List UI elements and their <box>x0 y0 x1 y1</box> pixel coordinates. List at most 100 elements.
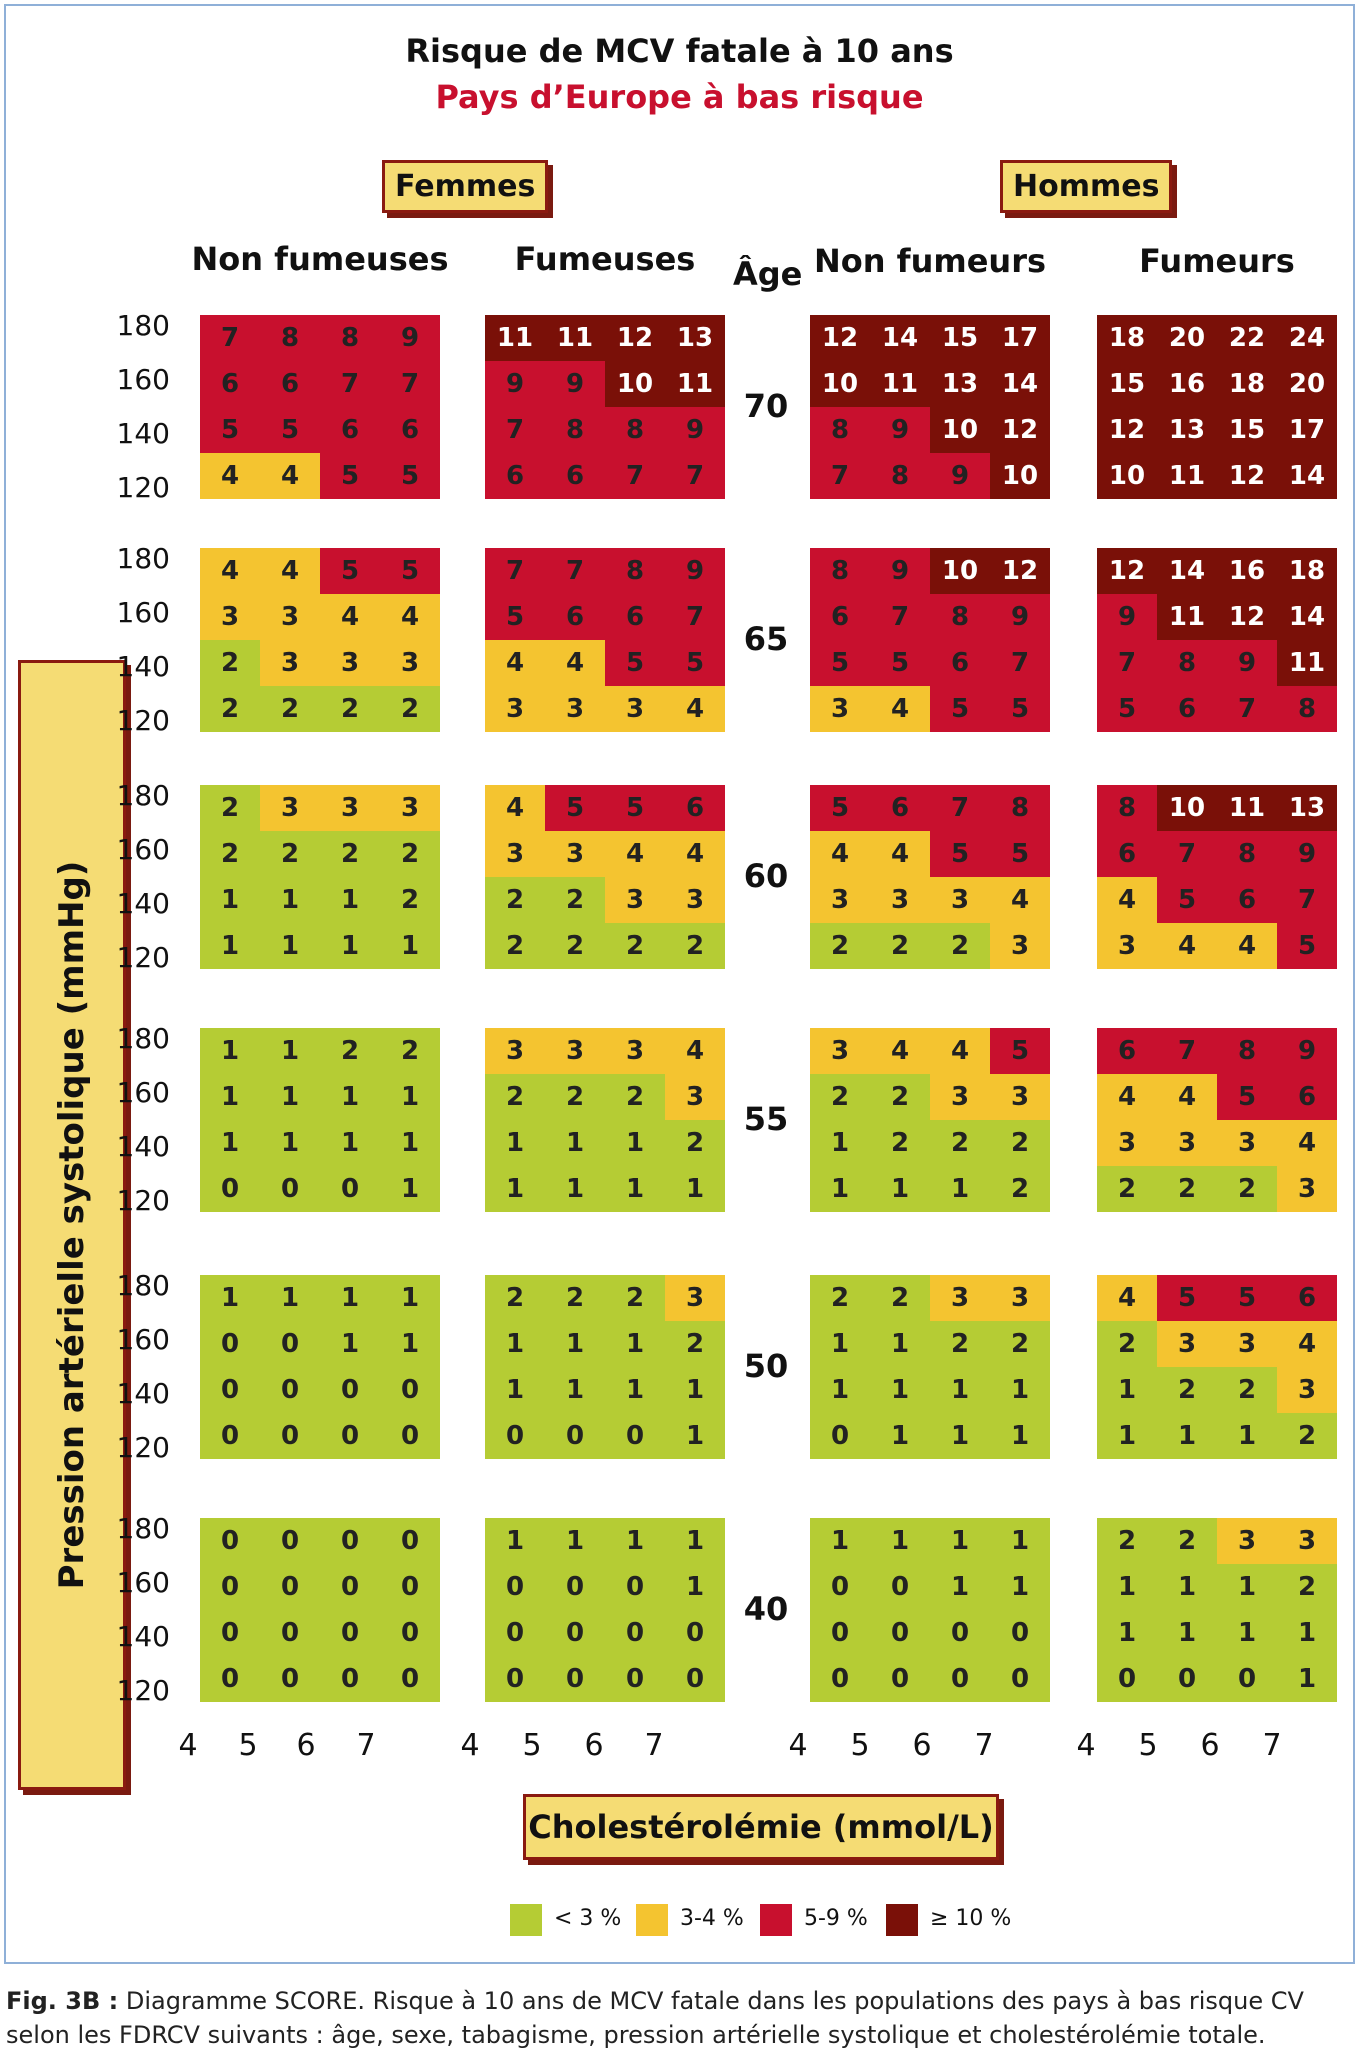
heatmap-cell: 0 <box>870 1564 930 1610</box>
heatmap-cell: 2 <box>1157 1166 1217 1212</box>
heatmap-cell: 8 <box>320 315 380 361</box>
heatmap-cell: 2 <box>1217 1166 1277 1212</box>
heatmap-cell: 12 <box>990 407 1050 453</box>
heatmap-cell: 1 <box>810 1518 870 1564</box>
heatmap-cell: 6 <box>200 361 260 407</box>
heatmap-cell: 1 <box>1097 1564 1157 1610</box>
heatmap-cell: 2 <box>870 1275 930 1321</box>
heatmap-cell: 8 <box>605 407 665 453</box>
heatmap-cell: 8 <box>1097 785 1157 831</box>
heatmap-cell: 1 <box>320 1120 380 1166</box>
column-header-3: Non fumeurs <box>813 242 1047 280</box>
sbp-tick-label: 120 <box>116 1431 170 1464</box>
heatmap-cell: 4 <box>1277 1120 1337 1166</box>
heatmap-cell: 2 <box>485 1074 545 1120</box>
heatmap-cell: 6 <box>485 453 545 499</box>
heatmap-cell: 1 <box>990 1367 1050 1413</box>
heatmap-cell: 3 <box>380 640 440 686</box>
heatmap-cell: 0 <box>545 1564 605 1610</box>
sbp-tick-label: 160 <box>116 833 170 866</box>
heatmap-cell: 4 <box>870 686 930 732</box>
heatmap-cell: 1 <box>930 1413 990 1459</box>
heatmap-cell: 7 <box>200 315 260 361</box>
heatmap-cell: 3 <box>260 785 320 831</box>
heatmap-cell: 0 <box>810 1610 870 1656</box>
heatmap-cell: 5 <box>260 407 320 453</box>
heatmap-cell: 12 <box>810 315 870 361</box>
heatmap-cell: 1 <box>260 1275 320 1321</box>
heatmap-cell: 6 <box>260 361 320 407</box>
heatmap-cell: 2 <box>320 831 380 877</box>
heatmap-cell: 0 <box>1217 1656 1277 1702</box>
heatmap-cell: 4 <box>485 785 545 831</box>
heatmap-cell: 7 <box>1277 877 1337 923</box>
heatmap-cell: 1 <box>930 1166 990 1212</box>
heatmap-cell: 5 <box>810 640 870 686</box>
heatmap-cell: 13 <box>1157 407 1217 453</box>
cholesterol-tick-label: 6 <box>296 1728 316 1763</box>
heatmap-cell: 0 <box>200 1321 260 1367</box>
cholesterol-tick-label: 4 <box>460 1728 480 1763</box>
age-label-65: 65 <box>743 620 789 658</box>
heatmap-cell: 1 <box>545 1120 605 1166</box>
heatmap-cell: 1 <box>990 1518 1050 1564</box>
heatmap-cell: 3 <box>380 785 440 831</box>
heatmap-cell: 2 <box>380 686 440 732</box>
heatmap-cell: 0 <box>930 1610 990 1656</box>
heatmap-cell: 7 <box>380 361 440 407</box>
heatmap-cell: 9 <box>930 453 990 499</box>
legend-label: < 3 % <box>554 1906 622 1931</box>
y-axis-label: Pression artérielle systolique (mmHg) <box>52 860 92 1590</box>
heatmap-cell: 0 <box>320 1656 380 1702</box>
heatmap-cell: 0 <box>260 1610 320 1656</box>
heatmap-cell: 7 <box>1157 1028 1217 1074</box>
heatmap-cell: 0 <box>870 1656 930 1702</box>
heatmap-cell: 14 <box>990 361 1050 407</box>
heatmap-cell: 1 <box>260 1028 320 1074</box>
heatmap-cell: 24 <box>1277 315 1337 361</box>
heatmap-cell: 22 <box>1217 315 1277 361</box>
heatmap-cell: 6 <box>1277 1074 1337 1120</box>
heatmap-cell: 6 <box>1157 686 1217 732</box>
heatmap-cell: 3 <box>930 877 990 923</box>
heatmap-cell: 4 <box>485 640 545 686</box>
heatmap-cell: 3 <box>485 831 545 877</box>
age-label-55: 55 <box>743 1100 789 1138</box>
heatmap-cell: 2 <box>870 923 930 969</box>
heatmap-cell: 13 <box>930 361 990 407</box>
heatmap-cell: 6 <box>665 785 725 831</box>
heatmap-cell: 1 <box>665 1413 725 1459</box>
heatmap-cell: 1 <box>930 1564 990 1610</box>
cholesterol-tick-label: 4 <box>178 1728 198 1763</box>
heatmap-cell: 6 <box>545 453 605 499</box>
heatmap-cell: 0 <box>810 1413 870 1459</box>
women-label: Femmes <box>382 160 549 213</box>
heatmap-cell: 0 <box>260 1564 320 1610</box>
heatmap-cell: 6 <box>320 407 380 453</box>
heatmap-cell: 3 <box>1097 1120 1157 1166</box>
heatmap-cell: 1 <box>380 1074 440 1120</box>
caption-prefix: Fig. 3B : <box>6 1987 119 2015</box>
heatmap-cell: 9 <box>380 315 440 361</box>
heatmap-cell: 3 <box>485 686 545 732</box>
heatmap-cell: 3 <box>665 1074 725 1120</box>
heatmap-cell: 2 <box>200 686 260 732</box>
heatmap-cell: 9 <box>990 594 1050 640</box>
heatmap-cell: 0 <box>320 1413 380 1459</box>
heatmap-cell: 0 <box>320 1166 380 1212</box>
heatmap-cell: 7 <box>1157 831 1217 877</box>
heatmap-cell: 7 <box>605 453 665 499</box>
heatmap-cell: 1 <box>200 1120 260 1166</box>
heatmap-cell: 1 <box>870 1166 930 1212</box>
heatmap-cell: 10 <box>1097 453 1157 499</box>
heatmap-cell: 8 <box>810 407 870 453</box>
heatmap-cell: 1 <box>1277 1656 1337 1702</box>
heatmap-cell: 5 <box>990 831 1050 877</box>
heatmap-cell: 4 <box>990 877 1050 923</box>
sbp-tick-label: 160 <box>116 1076 170 1109</box>
heatmap-cell: 0 <box>260 1518 320 1564</box>
heatmap-cell: 0 <box>200 1656 260 1702</box>
heatmap-cell: 4 <box>1097 877 1157 923</box>
heatmap-cell: 6 <box>380 407 440 453</box>
heatmap-cell: 2 <box>930 923 990 969</box>
